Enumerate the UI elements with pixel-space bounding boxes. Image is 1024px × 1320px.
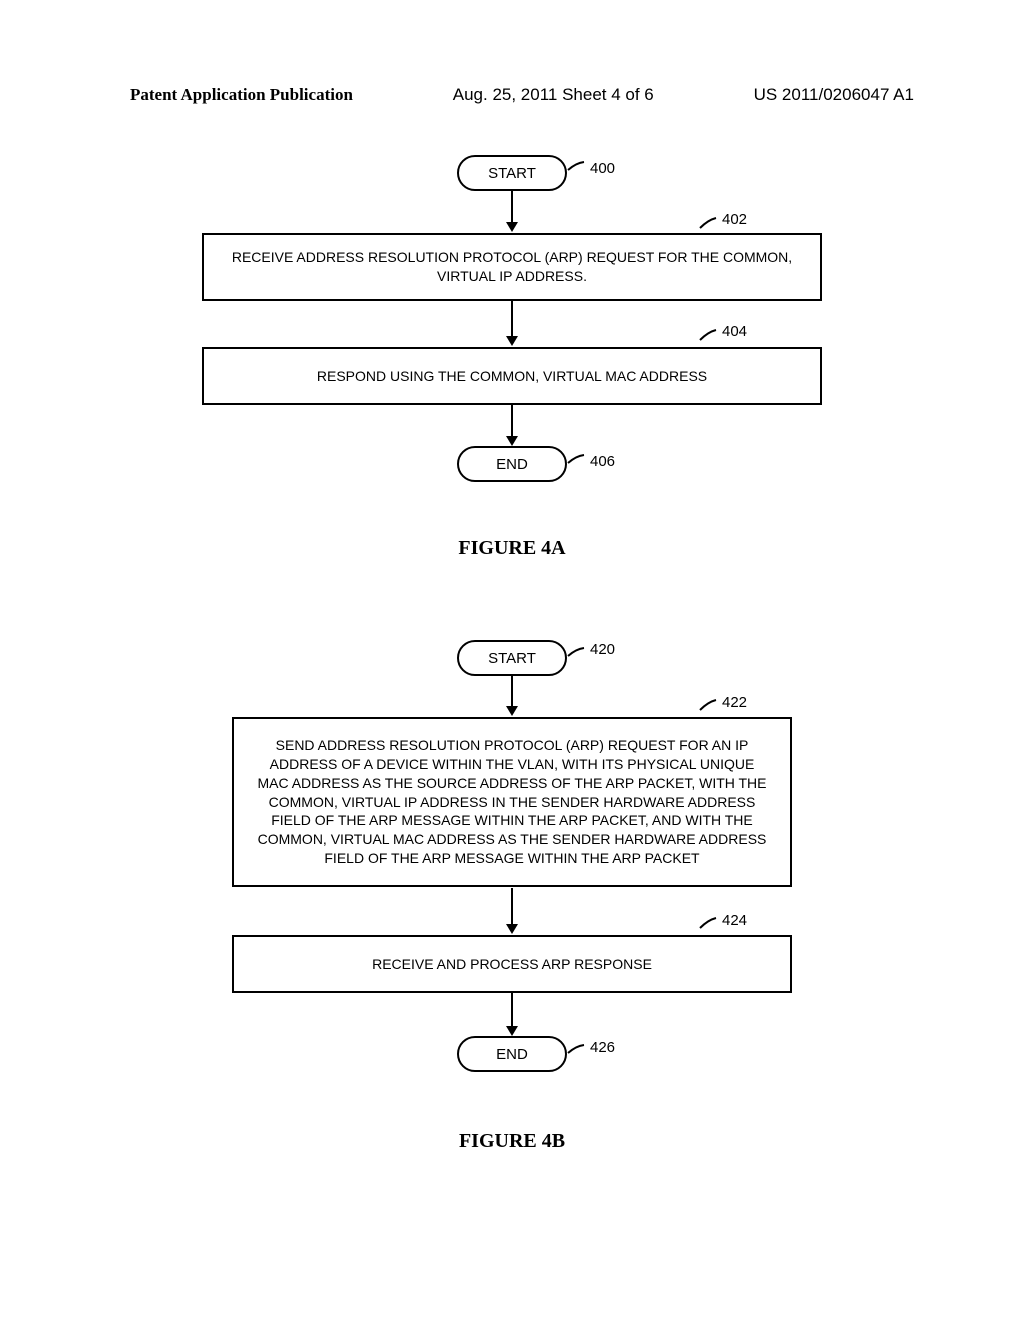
ref-402: 402 xyxy=(722,211,747,228)
end-label-4a: END xyxy=(496,456,528,473)
end-terminator-4a: END xyxy=(457,446,567,482)
figure-4b-caption: FIGURE 4B xyxy=(459,1130,565,1153)
end-label-4b: END xyxy=(496,1046,528,1063)
publication-number: US 2011/0206047 A1 xyxy=(754,85,914,105)
ref-406: 406 xyxy=(590,453,615,470)
date-sheet: Aug. 25, 2011 Sheet 4 of 6 xyxy=(453,85,654,105)
process-text-424: RECEIVE AND PROCESS ARP RESPONSE xyxy=(372,955,652,974)
process-box-422: SEND ADDRESS RESOLUTION PROTOCOL (ARP) R… xyxy=(232,717,792,887)
ref-426: 426 xyxy=(590,1039,615,1056)
ref-422: 422 xyxy=(722,694,747,711)
ref-424: 424 xyxy=(722,912,747,929)
process-box-404: RESPOND USING THE COMMON, VIRTUAL MAC AD… xyxy=(202,347,822,405)
ref-404: 404 xyxy=(722,323,747,340)
publication-type: Patent Application Publication xyxy=(130,85,353,105)
start-label-4a: START xyxy=(488,165,536,182)
process-text-404: RESPOND USING THE COMMON, VIRTUAL MAC AD… xyxy=(317,367,707,386)
ref-400: 400 xyxy=(590,160,615,177)
process-box-424: RECEIVE AND PROCESS ARP RESPONSE xyxy=(232,935,792,993)
start-terminator-4b: START xyxy=(457,640,567,676)
figure-4a-caption: FIGURE 4A xyxy=(458,537,565,560)
process-text-402: RECEIVE ADDRESS RESOLUTION PROTOCOL (ARP… xyxy=(224,248,800,286)
end-terminator-4b: END xyxy=(457,1036,567,1072)
process-box-402: RECEIVE ADDRESS RESOLUTION PROTOCOL (ARP… xyxy=(202,233,822,301)
start-terminator-4a: START xyxy=(457,155,567,191)
process-text-422: SEND ADDRESS RESOLUTION PROTOCOL (ARP) R… xyxy=(254,736,770,868)
ref-420: 420 xyxy=(590,641,615,658)
start-label-4b: START xyxy=(488,650,536,667)
page-header: Patent Application Publication Aug. 25, … xyxy=(0,85,1024,105)
